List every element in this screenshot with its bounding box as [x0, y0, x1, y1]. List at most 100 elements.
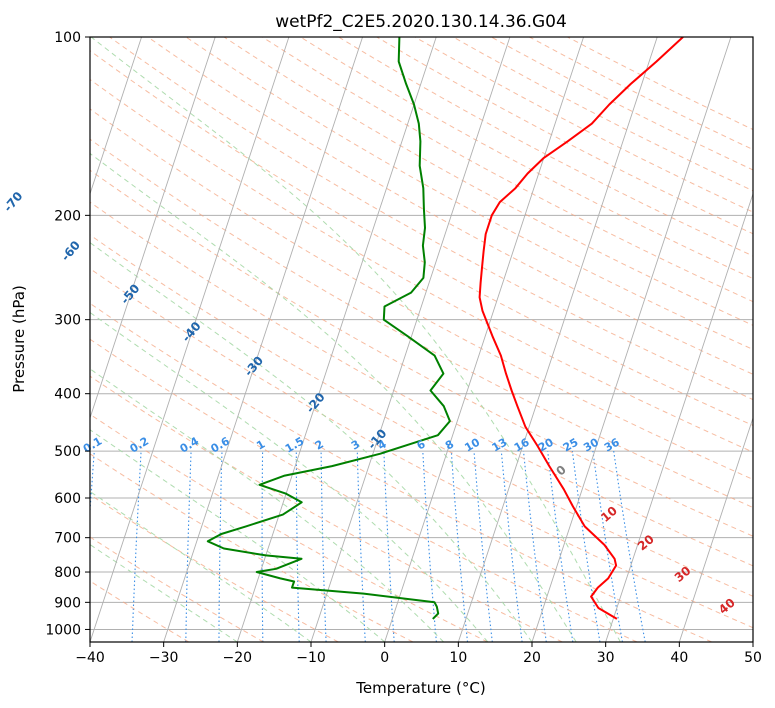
dry-adiabat-line — [300, 37, 753, 280]
dry-adiabat-line — [90, 338, 638, 642]
mixing-ratio-line — [185, 451, 192, 642]
mixing-ratio-line — [320, 451, 327, 642]
x-tick-label: −20 — [223, 650, 253, 666]
mixing-ratio-line — [261, 451, 264, 642]
isotherm-label: -70 — [1, 189, 26, 215]
mixing-ratio-label: 25 — [561, 436, 581, 455]
mixing-ratio-label: 3 — [349, 438, 362, 453]
x-tick-label: 10 — [449, 650, 467, 666]
dry-adiabat-line — [90, 494, 339, 642]
mixing-ratio-label: 1.5 — [283, 435, 306, 456]
moist-adiabat-line — [90, 311, 489, 642]
dry-adiabat-line — [567, 37, 753, 131]
dry-adiabat-line — [223, 37, 753, 326]
dry-adiabat-line — [90, 268, 753, 629]
dry-adiabat-label: 10 — [598, 503, 620, 524]
mixing-ratio-label: 0.1 — [81, 435, 104, 456]
y-tick-label: 600 — [54, 491, 81, 507]
y-tick-label: 1000 — [45, 622, 81, 638]
x-tick-label: 40 — [670, 650, 688, 666]
y-tick-label: 200 — [54, 208, 81, 224]
dry-adiabat-line — [90, 580, 190, 642]
y-tick-label: 100 — [54, 30, 81, 46]
y-tick-label: 700 — [54, 531, 81, 547]
isotherm-line — [310, 37, 511, 642]
isotherm-line — [90, 37, 216, 420]
mixing-ratio-label: 16 — [512, 435, 532, 454]
moist-adiabat-line — [90, 490, 312, 642]
dry-adiabat-line — [90, 375, 563, 642]
y-tick-label: 900 — [54, 595, 81, 611]
dry-adiabat-line — [90, 302, 712, 642]
x-tick-label: 30 — [597, 650, 615, 666]
moist-adiabat-line — [90, 429, 386, 642]
x-tick-label: −40 — [75, 650, 105, 666]
dry-adiabat-line — [414, 37, 753, 213]
dry-adiabat-label: 30 — [672, 563, 694, 584]
mixing-ratio-label: 10 — [462, 435, 482, 454]
mixing-ratio-line — [131, 451, 142, 642]
mixing-ratio-line — [450, 451, 469, 642]
dry-adiabat-line — [490, 37, 753, 171]
dry-adiabat-line — [147, 37, 753, 375]
y-tick-label: 300 — [54, 313, 81, 329]
y-tick-label: 800 — [54, 565, 81, 581]
dewpoint-profile-line — [206, 37, 451, 620]
dry-adiabat-line — [338, 37, 753, 257]
moist-adiabat-line — [90, 368, 444, 642]
temperature-profile-line — [478, 37, 684, 620]
mixing-ratio-label: 30 — [581, 435, 601, 454]
dry-adiabat-line — [90, 50, 753, 426]
mixing-ratio-label: 0.6 — [209, 434, 233, 455]
mixing-ratio-label: 8 — [443, 438, 456, 453]
x-axis-label: Temperature (°C) — [355, 679, 485, 697]
y-axis-label: Pressure (hPa) — [10, 285, 28, 393]
isotherm-label: -60 — [58, 238, 83, 264]
mixing-ratio-line — [295, 451, 300, 642]
mixing-ratio-label: 36 — [602, 435, 622, 454]
isotherm-line — [236, 37, 437, 642]
isotherm-line — [457, 37, 658, 642]
mixing-ratio-label: 13 — [490, 436, 510, 455]
isotherm-line — [531, 37, 732, 642]
chart-title: wetPf2_C2E5.2020.130.14.36.G04 — [275, 12, 567, 32]
mixing-ratio-line — [473, 451, 493, 642]
mixing-ratio-line — [500, 451, 523, 642]
y-tick-label: 400 — [54, 387, 81, 403]
x-tick-label: 50 — [744, 650, 762, 666]
mixing-ratio-line — [571, 451, 601, 642]
dry-adiabat-line — [90, 453, 414, 642]
mixing-ratio-line — [422, 451, 437, 642]
isotherm-line — [384, 37, 584, 642]
plot-frame — [89, 36, 754, 643]
moist-adiabat-line — [90, 543, 238, 642]
isotherm-line — [678, 416, 753, 642]
dry-adiabat-label: 20 — [635, 532, 657, 553]
x-tick-label: −30 — [149, 650, 179, 666]
isotherm-line — [90, 37, 290, 642]
dry-adiabat-label: 40 — [716, 595, 738, 616]
dry-adiabat-line — [376, 37, 753, 235]
dry-adiabat-line — [90, 108, 753, 480]
moist-adiabat-line — [90, 242, 533, 642]
moist-adiabat-line — [90, 37, 621, 642]
mixing-ratio-line — [547, 451, 574, 642]
dry-adiabat-line — [185, 37, 753, 351]
dry-adiabat-line — [90, 536, 264, 642]
mixing-ratio-label: 2 — [313, 438, 326, 453]
mixing-ratio-line — [383, 451, 395, 642]
dry-adiabat-line — [452, 37, 753, 192]
mixing-ratio-line — [522, 451, 547, 642]
isotherm-line — [90, 37, 142, 196]
isotherm-label: -50 — [118, 281, 143, 307]
dry-adiabat-line — [90, 78, 753, 453]
x-tick-label: 20 — [523, 650, 541, 666]
mixing-ratio-line — [613, 451, 646, 642]
isotherm-label: -30 — [241, 353, 266, 379]
mixing-ratio-label: 0.4 — [178, 434, 202, 455]
y-tick-label: 500 — [54, 444, 81, 460]
dry-adiabat-line — [109, 37, 753, 401]
x-tick-label: −10 — [296, 650, 326, 666]
isotherm-line — [752, 640, 753, 642]
